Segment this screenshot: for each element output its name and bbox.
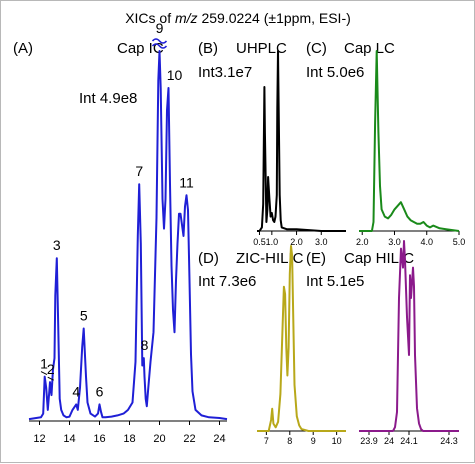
panel-a-peak-label: 9 <box>156 20 164 36</box>
panel-a-peak-label: 8 <box>141 337 149 353</box>
panel-e-tick-label: 24.1 <box>400 436 418 446</box>
panel-a-peak-label: 3 <box>53 237 61 253</box>
panel-d-intensity: Int 7.3e6 <box>198 273 256 290</box>
panel-d-tick-label: 10 <box>332 436 342 446</box>
panel-a-axis-break-upper <box>151 38 168 44</box>
figure-title: XICs of m/z 259.0224 (±1ppm, ESI-) <box>125 10 351 26</box>
panel-e-letter: (E) <box>306 250 326 267</box>
panel-d-letter: (D) <box>198 250 219 267</box>
panel-a-letter: (A) <box>13 40 33 57</box>
panel-a-peak-label: 6 <box>96 383 104 399</box>
panel-a-tick-label: 18 <box>123 433 135 445</box>
panel-e-tick-label: 24.3 <box>440 436 458 446</box>
panel-c-tick-label: 3.0 <box>388 237 401 247</box>
panel-c-letter: (C) <box>306 40 327 57</box>
panel-a-peak-label: 10 <box>167 67 183 83</box>
panel-b-tick-label: 1.0 <box>266 237 279 247</box>
panel-a-peak-label: 5 <box>80 308 88 324</box>
panel-a-tick-label: 22 <box>183 433 195 445</box>
panel-d-tick-label: 8 <box>287 436 292 446</box>
panel-a-peak-label: 1 <box>40 356 48 372</box>
panel-a-axis-break-lower <box>151 43 168 49</box>
panel-a-peak-label: 7 <box>135 163 143 179</box>
panel-e-trace <box>359 240 459 432</box>
panel-d-tick-label: 9 <box>311 436 316 446</box>
panel-b-tick-label: 3.0 <box>315 237 328 247</box>
panel-e-name: Cap HILIC <box>344 250 414 267</box>
panel-a-peak-label: 2 <box>47 361 55 377</box>
panel-b-tick-label: 2.0 <box>290 237 303 247</box>
panel-c-tick-label: 5.0 <box>453 237 466 247</box>
panel-c-name: Cap LC <box>344 40 395 57</box>
panel-a-peak-leader <box>40 371 48 376</box>
panel-e-tick-label: 24 <box>384 436 394 446</box>
panel-d-tick-label: 7 <box>264 436 269 446</box>
panel-b-name: UHPLC <box>236 40 287 57</box>
panel-c-trace <box>359 50 460 232</box>
panel-a-peak-leader <box>47 376 54 381</box>
panel-d-trace <box>257 245 346 432</box>
panel-e-intensity: Int 5.1e5 <box>306 273 364 290</box>
panel-a-trace <box>28 50 228 421</box>
panel-a-peak-label: 4 <box>72 383 80 399</box>
panel-a-tick-label: 24 <box>213 433 225 445</box>
panel-b-tick-label: 0.5 <box>253 237 266 247</box>
panel-b-intensity: Int3.1e7 <box>198 64 252 81</box>
panel-e-tick-label: 23.9 <box>360 436 378 446</box>
panel-b-letter: (B) <box>198 40 218 57</box>
panel-a-peak-label: 11 <box>179 174 194 190</box>
panel-c-intensity: Int 5.0e6 <box>306 64 364 81</box>
panel-c-tick-label: 4.0 <box>420 237 433 247</box>
panel-a-tick-label: 14 <box>63 433 75 445</box>
panel-b-trace <box>257 50 346 232</box>
panel-a-tick-label: 16 <box>93 433 105 445</box>
panel-d-name: ZIC-HILIC <box>236 250 304 267</box>
panel-a-tick-label: 20 <box>153 433 165 445</box>
panel-a-intensity: Int 4.9e8 <box>79 90 137 107</box>
panel-a-tick-label: 12 <box>33 433 45 445</box>
panel-c-tick-label: 2.0 <box>356 237 369 247</box>
panel-a-name: Cap IC <box>117 40 164 57</box>
